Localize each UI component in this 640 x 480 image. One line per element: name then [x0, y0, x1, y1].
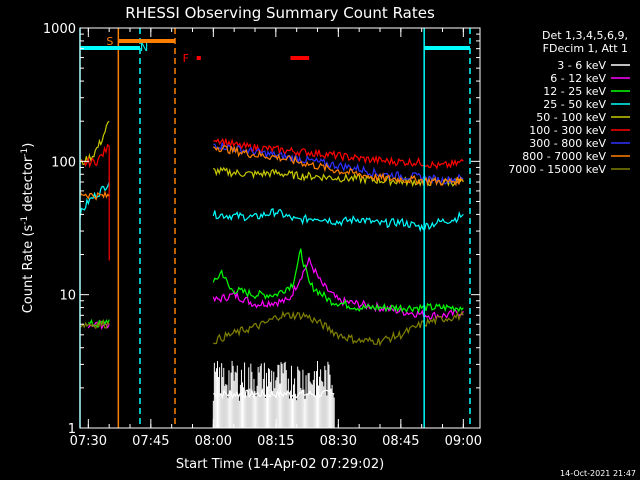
flag-label-3: F	[183, 52, 189, 65]
series-8	[79, 310, 464, 347]
plot-frame	[79, 27, 481, 429]
series-5-segment-0	[79, 143, 110, 169]
legend-label-0: 3 - 6 keV	[557, 59, 606, 72]
series-2-segment-0	[87, 318, 110, 329]
series-5	[79, 137, 464, 261]
series-7-segment-1	[212, 145, 464, 187]
x-tick-label: 07:45	[132, 434, 169, 449]
x-tick-label: 09:00	[445, 434, 482, 449]
series-4-segment-0	[79, 120, 110, 166]
legend-label-5: 100 - 300 keV	[529, 124, 606, 137]
series-0-spikes	[212, 360, 335, 428]
legend-label-7: 800 - 7000 keV	[522, 150, 606, 163]
series-3	[79, 181, 464, 233]
y-tick-label: 100	[51, 155, 76, 170]
series-7-segment-0	[79, 190, 110, 201]
plot-area: S N F 1 10 100 1000 07:30 07:45 08:00 08:15 08:30 08…	[43, 22, 630, 449]
timestamp: 14-Oct-2021 21:47	[560, 469, 636, 478]
legend-header-0: Det 1,3,4,5,6,9,	[542, 29, 628, 42]
series-3-segment-0	[79, 181, 110, 219]
chart-title: RHESSI Observing Summary Count Rates	[125, 4, 435, 22]
series-8-segment-1	[213, 310, 464, 347]
legend-header-1: FDecim 1, Att 1	[543, 42, 628, 55]
series-8-segment-0	[79, 318, 110, 330]
series-7	[79, 145, 464, 201]
y-tick-label: 10	[59, 289, 76, 304]
flag-label-0: S	[106, 35, 113, 48]
y-axis-label-text: Count Rate (s-1 detector-1)	[20, 143, 36, 314]
series-3-segment-1	[212, 207, 464, 233]
series-1-segment-1	[212, 257, 464, 322]
y-tick-label: 1000	[43, 22, 76, 37]
legend-label-1: 6 - 12 keV	[550, 72, 606, 85]
y-tick-label: 1	[68, 422, 76, 437]
legend-label-6: 300 - 800 keV	[529, 137, 606, 150]
x-tick-label: 08:30	[320, 434, 357, 449]
x-tick-label: 08:15	[257, 434, 294, 449]
legend-label-4: 50 - 100 keV	[536, 111, 606, 124]
legend-label-8: 7000 - 15000 keV	[508, 163, 606, 176]
x-tick-label: 08:45	[382, 434, 419, 449]
series-2-segment-1	[212, 248, 464, 314]
x-axis-label: Start Time (14-Apr-02 07:29:02)	[176, 457, 384, 472]
series-5-segment-2	[213, 137, 464, 170]
x-tick-label: 08:00	[195, 434, 232, 449]
legend-label-2: 12 - 25 keV	[543, 85, 606, 98]
legend: Det 1,3,4,5,6,9,FDecim 1, Att 1 3 - 6 keV…	[508, 29, 630, 176]
flag-label-1: N	[140, 41, 148, 54]
x-tick-label: 07:30	[70, 434, 107, 449]
y-axis-label: Count Rate (s-1 detector-1)	[20, 143, 36, 314]
legend-label-3: 25 - 50 keV	[543, 98, 606, 111]
series-2	[87, 248, 464, 329]
